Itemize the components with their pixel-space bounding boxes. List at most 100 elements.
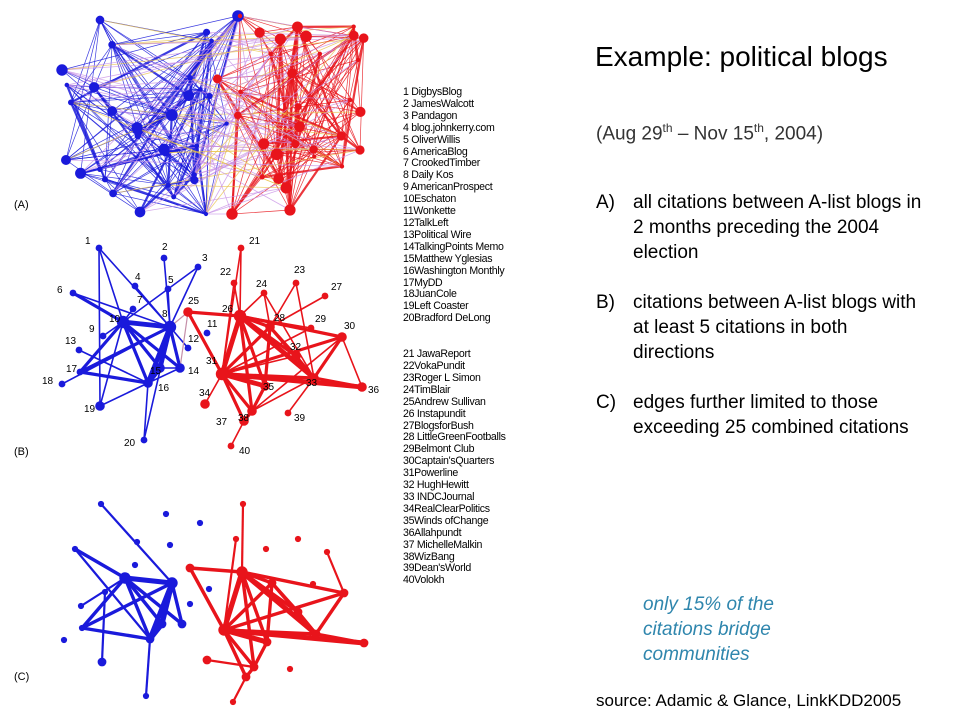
blog-node [101,176,108,183]
strong-edge [188,566,226,632]
node-number-label: 33 [306,378,318,389]
cross-citation-edge [189,15,241,79]
strong-edge [314,591,346,636]
network-edge [143,326,171,441]
blog-node [237,13,243,19]
citation-edge [112,40,213,194]
blog-node [254,27,265,38]
blog-node [184,344,192,352]
blog-node [206,92,213,100]
node-number-label: 27 [331,282,343,293]
panel-label-b: (B) [14,446,29,458]
criteria-item-b: B) citations between A-list blogs with at… [596,292,917,363]
blog-node [145,634,155,644]
citation-edge [279,38,292,211]
blog-node [291,351,301,361]
strong-edge [80,581,174,630]
node-number-label: 9 [89,324,95,335]
cross-citation-edge [189,77,314,150]
citation-edge [295,143,343,167]
blog-node [77,602,85,610]
blog-node [185,563,195,573]
blog-node [239,416,249,426]
strong-edge [123,576,164,626]
blog-node [75,346,83,354]
citation-edge [291,72,343,137]
blog-node [232,535,240,543]
blog-node [97,166,103,173]
blog-node [234,111,242,120]
network-edge [163,257,171,328]
cross-citation-edge [165,149,314,153]
node-number-label: 18 [42,376,54,387]
criteria-item-a: A) all citations between A-list blogs in … [596,192,922,263]
blog-node [166,577,178,589]
network-edge [71,291,125,324]
cross-citation-edge [205,91,241,215]
network-edge [147,367,181,384]
citation-edge [298,53,321,107]
blog-legend-item: 11Wonkette [403,205,456,218]
cross-citation-edge [205,26,354,215]
blog-node [284,204,296,216]
citation-edge [299,126,343,167]
citation-edge [139,184,170,213]
cross-citation-edge [139,59,359,213]
network-edge [121,320,162,370]
node-number-label: 6 [57,285,63,296]
citation-edge [112,145,197,194]
blog-legend-item: 10Eschaton [403,193,456,206]
blog-legend-item: 8 Daily Kos [403,169,454,182]
blog-legend-item: 16Washington Monthly [403,264,505,277]
cross-citation-edge [139,187,287,213]
cross-citation-edge [206,31,271,55]
citation-edge [359,38,365,151]
network-edge [219,313,243,377]
blog-legend-item: 27BlogsforBush [403,419,474,432]
cross-citation-edge [93,26,298,88]
citation-edge [291,73,351,101]
citation-edge [298,59,359,107]
blog-node [323,548,331,556]
node-number-label: 3 [202,253,208,264]
node-number-label: 38 [238,413,250,424]
node-number-label: 2 [162,242,168,253]
node-number-label: 34 [199,388,211,399]
slide-title: Example: political blogs [595,41,888,72]
cross-citation-edge [80,73,293,174]
blog-legend-item: 35Winds ofChange [403,514,489,527]
blog-node [230,279,238,287]
blog-node [99,332,107,340]
node-number-label: 22 [220,267,232,278]
blog-node [355,145,365,155]
cross-citation-edge [66,84,351,101]
blog-node [60,636,68,644]
strong-edge [221,569,245,633]
cross-citation-edge [65,159,342,167]
network-edge [295,282,315,379]
blog-node [161,148,170,157]
cross-citation-edge [112,38,281,194]
network-edge [312,376,364,389]
blog-node [260,381,270,391]
strong-edge [122,575,175,586]
blog-node [187,75,193,81]
blog-node [160,254,168,262]
network-edge [121,320,182,370]
blog-node [203,211,209,217]
blog-legend-item: 18JuanCole [403,288,457,301]
blog-node [69,289,77,297]
cross-citation-edge [193,37,364,176]
cross-community-edge [179,311,189,369]
blog-node [194,143,200,149]
citation-edge [113,193,207,215]
cross-citation-edge [205,36,307,215]
blog-node [166,541,174,549]
node-number-label: 12 [188,334,200,345]
blog-node [88,82,100,93]
cross-citation-edge [66,84,263,178]
citation-edge [341,99,351,167]
blog-node [202,655,212,665]
cross-citation-edge [80,114,238,174]
strong-edge [73,547,127,580]
